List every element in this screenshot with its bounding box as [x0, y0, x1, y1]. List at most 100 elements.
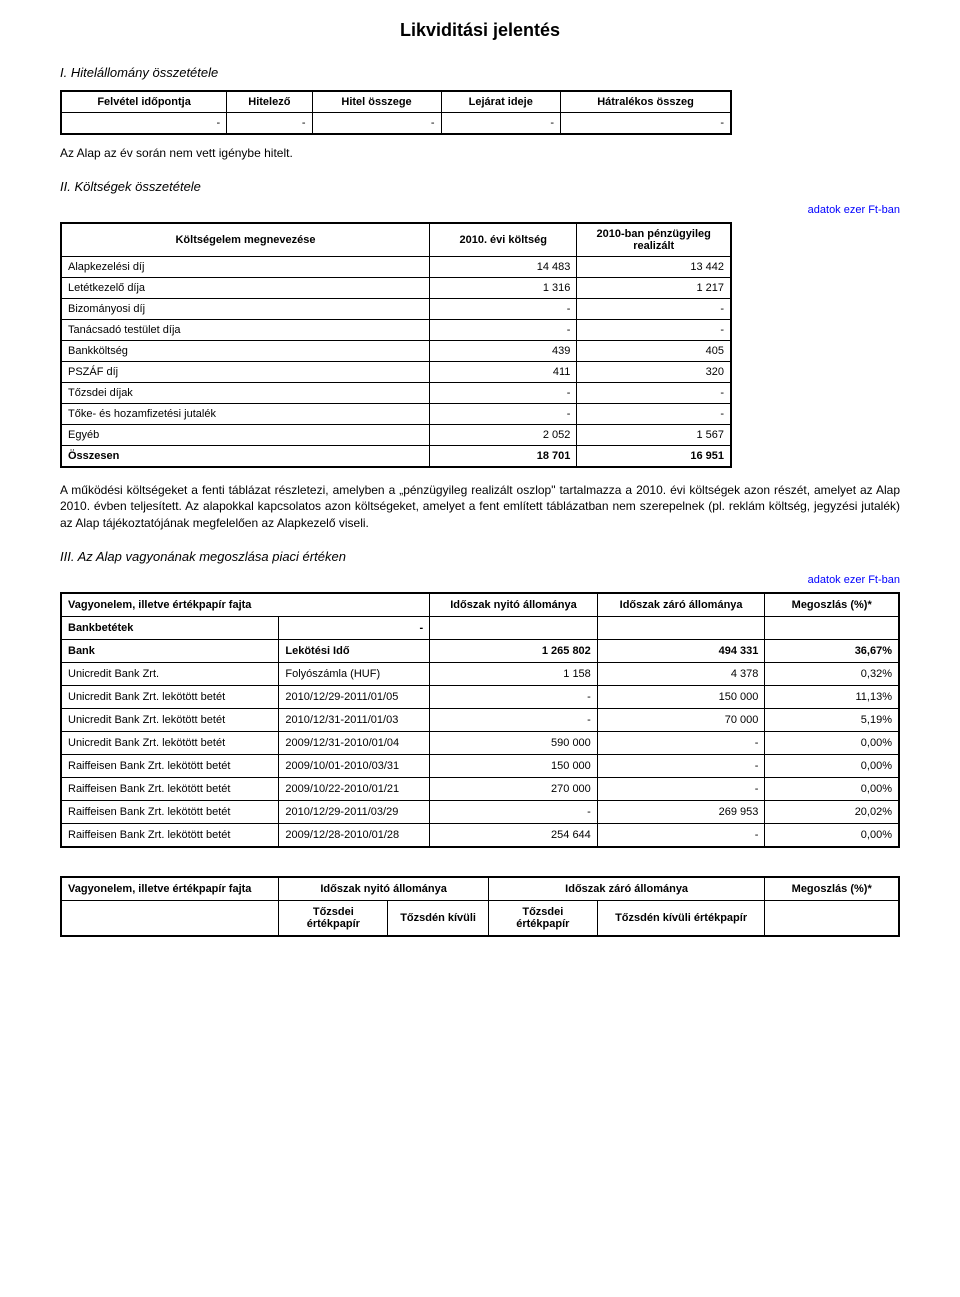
cost-c1: - [430, 404, 577, 425]
table-row: PSZÁF díj411320 [61, 362, 731, 383]
asset-sub: 2010/12/29-2011/01/05 [279, 685, 430, 708]
section3-heading: III. Az Alap vagyonának megoszlása piaci… [60, 549, 900, 564]
cost-c1: 411 [430, 362, 577, 383]
col-close: Időszak záró állománya [597, 593, 765, 617]
asset-pct: 5,19% [765, 708, 899, 731]
asset-open: - [430, 800, 598, 823]
col-asset-name: Vagyonelem, illetve értékpapír fajta [61, 593, 430, 617]
col-name: Költségelem megnevezése [61, 223, 430, 257]
cell: - [441, 113, 561, 135]
table-header-row: Költségelem megnevezése 2010. évi költsé… [61, 223, 731, 257]
cell: - [61, 113, 227, 135]
asset-sub: 2009/10/22-2010/01/21 [279, 777, 430, 800]
asset-name: Unicredit Bank Zrt. lekötött betét [61, 731, 279, 754]
table-row: Raiffeisen Bank Zrt. lekötött betét2010/… [61, 800, 899, 823]
col-hatralek: Hátralékos összeg [561, 91, 731, 113]
asset-name: Raiffeisen Bank Zrt. lekötött betét [61, 754, 279, 777]
cost-label: Bizományosi díj [61, 299, 430, 320]
col-2010: 2010. évi költség [430, 223, 577, 257]
table-header-row: Vagyonelem, illetve értékpapír fajta Idő… [61, 593, 899, 617]
sub-header-row: Tőzsdei értékpapír Tőzsdén kívüli Tőzsde… [61, 900, 899, 936]
col-lejarat: Lejárat ideje [441, 91, 561, 113]
cost-c1: 2 052 [430, 425, 577, 446]
f-col-name: Vagyonelem, illetve értékpapír fajta [61, 877, 279, 901]
asset-close: 4 378 [597, 662, 765, 685]
asset-pct: 0,00% [765, 823, 899, 847]
asset-open: 150 000 [430, 754, 598, 777]
bank-sub: Lekötési Idő [279, 639, 430, 662]
asset-name: Raiffeisen Bank Zrt. lekötött betét [61, 800, 279, 823]
cost-c1: 439 [430, 341, 577, 362]
asset-sub: 2009/12/28-2010/01/28 [279, 823, 430, 847]
sub3: Tőzsdei értékpapír [488, 900, 597, 936]
asset-close: 70 000 [597, 708, 765, 731]
asset-pct: 0,32% [765, 662, 899, 685]
cell [430, 616, 598, 639]
asset-close: - [597, 731, 765, 754]
table-row: Tőke- és hozamfizetési jutalék-- [61, 404, 731, 425]
asset-open: - [430, 685, 598, 708]
table-row: Unicredit Bank Zrt. lekötött betét2009/1… [61, 731, 899, 754]
cost-c2: 405 [577, 341, 731, 362]
table-row: Bizományosi díj-- [61, 299, 731, 320]
total-c2: 16 951 [577, 446, 731, 468]
cost-c1: - [430, 383, 577, 404]
asset-pct: 11,13% [765, 685, 899, 708]
cost-c1: 14 483 [430, 257, 577, 278]
asset-sub: 2009/10/01-2010/03/31 [279, 754, 430, 777]
sub1: Tőzsdei értékpapír [279, 900, 388, 936]
table-row: Tanácsadó testület díja-- [61, 320, 731, 341]
page-title: Likviditási jelentés [60, 20, 900, 41]
table-row: Raiffeisen Bank Zrt. lekötött betét2009/… [61, 823, 899, 847]
bank-row: Bank Lekötési Idő 1 265 802 494 331 36,6… [61, 639, 899, 662]
bankbetetek-label: Bankbetétek [61, 616, 279, 639]
cost-label: Tőke- és hozamfizetési jutalék [61, 404, 430, 425]
cost-c2: 1 567 [577, 425, 731, 446]
col-felvetel: Felvétel időpontja [61, 91, 227, 113]
total-c1: 18 701 [430, 446, 577, 468]
asset-pct: 0,00% [765, 731, 899, 754]
cost-c2: - [577, 299, 731, 320]
f-col-pct: Megoszlás (%)* [765, 877, 899, 901]
asset-sub: 2010/12/31-2011/01/03 [279, 708, 430, 731]
sub2: Tőzsdén kívüli [388, 900, 489, 936]
col-osszeg: Hitel összege [312, 91, 441, 113]
asset-sub: Folyószámla (HUF) [279, 662, 430, 685]
unit-note-3: adatok ezer Ft-ban [60, 574, 900, 586]
asset-open: - [430, 708, 598, 731]
section1-heading: I. Hitelállomány összetétele [60, 65, 900, 80]
asset-close: 150 000 [597, 685, 765, 708]
asset-pct: 0,00% [765, 777, 899, 800]
table-row: Alapkezelési díj14 48313 442 [61, 257, 731, 278]
bank-label: Bank [61, 639, 279, 662]
asset-close: - [597, 754, 765, 777]
cost-label: Tanácsadó testület díja [61, 320, 430, 341]
asset-open: 254 644 [430, 823, 598, 847]
col-hitelezo: Hitelező [227, 91, 312, 113]
table-row: Letétkezelő díja1 3161 217 [61, 278, 731, 299]
asset-open: 270 000 [430, 777, 598, 800]
table-row: Raiffeisen Bank Zrt. lekötött betét2009/… [61, 777, 899, 800]
asset-name: Unicredit Bank Zrt. lekötött betét [61, 708, 279, 731]
cell [765, 616, 899, 639]
costs-table: Költségelem megnevezése 2010. évi költsé… [60, 222, 732, 468]
cell [61, 900, 279, 936]
table-row: Raiffeisen Bank Zrt. lekötött betét2009/… [61, 754, 899, 777]
asset-pct: 20,02% [765, 800, 899, 823]
bank-pct: 36,67% [765, 639, 899, 662]
table-row: - - - - - [61, 113, 731, 135]
bank-open: 1 265 802 [430, 639, 598, 662]
total-row: Összesen 18 701 16 951 [61, 446, 731, 468]
cell: - [279, 616, 430, 639]
cost-label: Bankköltség [61, 341, 430, 362]
asset-close: 269 953 [597, 800, 765, 823]
asset-sub: 2010/12/29-2011/03/29 [279, 800, 430, 823]
asset-close: - [597, 777, 765, 800]
table-header-row: Felvétel időpontja Hitelező Hitel összeg… [61, 91, 731, 113]
cell: - [561, 113, 731, 135]
asset-name: Unicredit Bank Zrt. lekötött betét [61, 685, 279, 708]
assets-footer-table: Vagyonelem, illetve értékpapír fajta Idő… [60, 876, 900, 937]
section2-paragraph: A működési költségeket a fenti táblázat … [60, 482, 900, 531]
cost-label: Letétkezelő díja [61, 278, 430, 299]
col-open: Időszak nyitó állománya [430, 593, 598, 617]
